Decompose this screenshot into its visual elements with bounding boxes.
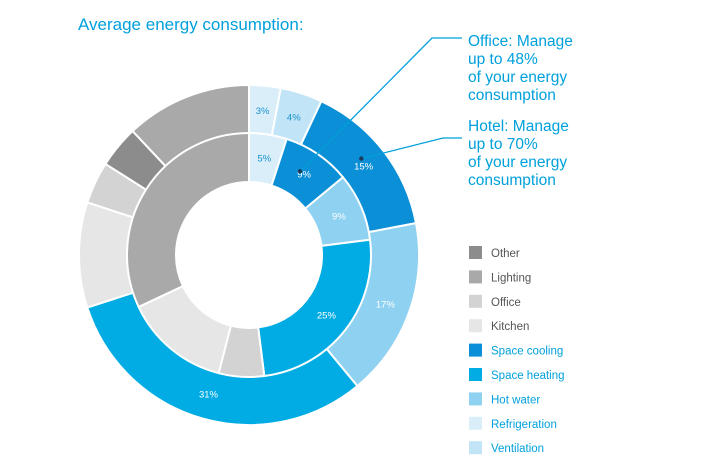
leader-dot-office [297, 169, 303, 174]
legend-swatch-hot-water [469, 392, 482, 406]
office-inner-ring [125, 132, 372, 378]
chart-title: Average energy consumption: [78, 15, 304, 34]
legend-label-kitchen: Kitchen [491, 321, 529, 333]
inner-slice-lighting [125, 132, 250, 308]
leader-line-hotel [361, 137, 462, 160]
callout-hotel-line-2: up to 70% [468, 136, 538, 153]
legend-label-ventilation: Ventilation [491, 443, 544, 455]
outer-label-ventilation: 4% [287, 113, 301, 124]
inner-label-space-cooling: 9% [297, 169, 311, 180]
legend-swatch-space-cooling [469, 343, 482, 357]
legend: Other Lighting Office Kitchen Space cooling S… [469, 246, 565, 455]
legend-swatch-lighting [469, 270, 482, 284]
inner-label-space-heating: 25% [317, 311, 337, 322]
inner-label-hot-water: 9% [332, 212, 346, 223]
callout-office-line-4: consumption [468, 87, 556, 104]
legend-label-other: Other [491, 248, 520, 260]
legend-swatch-refrigeration [469, 416, 482, 430]
legend-label-refrigeration: Refrigeration [491, 419, 557, 431]
legend-swatch-kitchen [469, 319, 482, 333]
callout-office-line-2: up to 48% [468, 51, 538, 68]
legend-swatch-ventilation [469, 441, 482, 455]
outer-label-space-heating: 31% [199, 390, 219, 401]
callout-hotel-line-1: Hotel: Manage [468, 118, 569, 135]
leader-dot-hotel [359, 156, 364, 161]
outer-label-hot-water: 17% [376, 300, 396, 311]
callout-office-line-3: of your energy [468, 69, 567, 86]
legend-label-space-heating: Space heating [491, 370, 565, 382]
legend-label-space-cooling: Space cooling [491, 346, 563, 358]
legend-label-office: Office [491, 297, 521, 309]
outer-label-space-cooling: 15% [354, 162, 374, 173]
inner-label-refrigeration: 5% [257, 154, 271, 165]
legend-label-lighting: Lighting [491, 272, 531, 284]
legend-swatch-other [469, 246, 482, 259]
callout-leaders [297, 37, 462, 174]
legend-swatch-office [469, 294, 482, 308]
callout-hotel-line-4: consumption [468, 172, 556, 189]
outer-label-refrigeration: 3% [256, 106, 270, 117]
hotel-outer-ring [78, 84, 420, 426]
callout-office-line-1: Office: Manage [468, 33, 573, 50]
slice-labels: 3% 4% 15% 17% 31% 5% 9% 9% 25% [199, 106, 395, 401]
callout-hotel-line-3: of your energy [468, 154, 567, 171]
legend-label-hot-water: Hot water [491, 394, 540, 406]
leader-line-office [299, 37, 462, 172]
legend-swatch-space-heating [469, 368, 482, 381]
